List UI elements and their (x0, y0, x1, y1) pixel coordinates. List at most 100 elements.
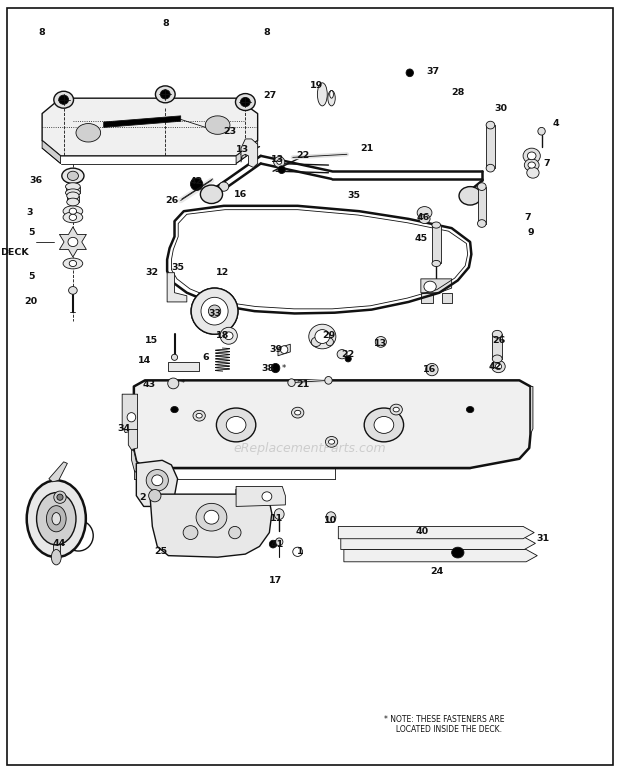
Ellipse shape (273, 157, 285, 168)
Ellipse shape (262, 492, 272, 501)
Polygon shape (486, 125, 495, 169)
Ellipse shape (183, 526, 198, 540)
Ellipse shape (241, 97, 250, 107)
Ellipse shape (219, 182, 229, 191)
Ellipse shape (459, 186, 481, 205)
Ellipse shape (364, 408, 404, 442)
Polygon shape (278, 344, 290, 356)
Ellipse shape (200, 185, 223, 203)
Ellipse shape (205, 116, 230, 135)
Ellipse shape (224, 332, 233, 339)
Polygon shape (67, 196, 79, 202)
Ellipse shape (326, 437, 338, 448)
Text: 20: 20 (24, 298, 37, 306)
Text: 14: 14 (138, 356, 151, 365)
Ellipse shape (325, 376, 332, 384)
Ellipse shape (329, 440, 335, 444)
Ellipse shape (168, 378, 179, 389)
Ellipse shape (345, 356, 352, 362)
Text: 39: 39 (269, 345, 282, 354)
Ellipse shape (426, 363, 438, 376)
Ellipse shape (477, 220, 486, 227)
Text: 42: 42 (488, 362, 502, 371)
Text: 43: 43 (142, 380, 155, 390)
Polygon shape (134, 380, 531, 468)
Text: 21: 21 (296, 380, 309, 390)
Ellipse shape (528, 162, 536, 169)
Ellipse shape (54, 91, 74, 108)
Ellipse shape (390, 404, 402, 415)
Text: 45: 45 (414, 234, 427, 243)
Ellipse shape (492, 330, 502, 338)
Polygon shape (53, 540, 60, 557)
Ellipse shape (64, 520, 93, 551)
Ellipse shape (66, 189, 81, 196)
Ellipse shape (37, 492, 76, 545)
Ellipse shape (127, 413, 136, 422)
Text: 22: 22 (342, 349, 355, 359)
Ellipse shape (191, 288, 238, 334)
Ellipse shape (68, 172, 79, 180)
Ellipse shape (466, 407, 474, 413)
Polygon shape (344, 550, 538, 562)
Text: 35: 35 (348, 192, 361, 200)
Polygon shape (531, 386, 533, 434)
Text: 5: 5 (29, 272, 35, 281)
Ellipse shape (152, 475, 163, 485)
Text: 13: 13 (374, 339, 387, 348)
Text: 12: 12 (216, 268, 229, 278)
Ellipse shape (326, 512, 336, 523)
Ellipse shape (269, 540, 277, 548)
Text: *: * (281, 363, 286, 373)
Ellipse shape (220, 327, 237, 344)
Text: 2: 2 (139, 492, 146, 502)
Ellipse shape (76, 124, 100, 142)
Text: 28: 28 (451, 88, 464, 97)
Ellipse shape (277, 160, 281, 165)
Ellipse shape (66, 182, 81, 190)
Ellipse shape (62, 169, 84, 183)
Ellipse shape (69, 214, 77, 220)
Text: 25: 25 (154, 547, 167, 556)
Polygon shape (128, 430, 138, 450)
Polygon shape (477, 186, 486, 223)
Ellipse shape (51, 550, 61, 565)
Ellipse shape (204, 510, 219, 524)
Ellipse shape (275, 538, 283, 546)
Text: DECK: DECK (0, 248, 29, 257)
Ellipse shape (486, 121, 495, 129)
Ellipse shape (46, 506, 66, 532)
Polygon shape (341, 537, 536, 550)
Ellipse shape (432, 222, 441, 228)
Ellipse shape (317, 83, 327, 106)
Polygon shape (241, 139, 258, 168)
Polygon shape (236, 141, 258, 164)
Polygon shape (167, 273, 187, 302)
Ellipse shape (63, 258, 82, 269)
Text: 7: 7 (525, 213, 531, 222)
Text: 6: 6 (202, 352, 208, 362)
Ellipse shape (236, 94, 255, 111)
Ellipse shape (193, 410, 205, 421)
Ellipse shape (69, 208, 77, 214)
Ellipse shape (419, 214, 430, 223)
Text: 44: 44 (52, 539, 65, 548)
Ellipse shape (59, 95, 69, 104)
Ellipse shape (406, 69, 414, 77)
Ellipse shape (337, 349, 347, 359)
Polygon shape (131, 450, 145, 477)
Ellipse shape (63, 212, 82, 223)
Polygon shape (49, 461, 68, 482)
Text: 21: 21 (360, 144, 373, 152)
Ellipse shape (68, 237, 78, 247)
Text: 33: 33 (208, 309, 221, 318)
Text: 8: 8 (264, 29, 270, 37)
Ellipse shape (375, 336, 386, 347)
Polygon shape (42, 98, 258, 156)
Ellipse shape (417, 206, 432, 219)
Ellipse shape (146, 469, 169, 491)
Text: 11: 11 (270, 514, 283, 523)
Text: 36: 36 (29, 176, 43, 185)
Text: 26: 26 (492, 336, 505, 345)
Polygon shape (169, 362, 199, 371)
